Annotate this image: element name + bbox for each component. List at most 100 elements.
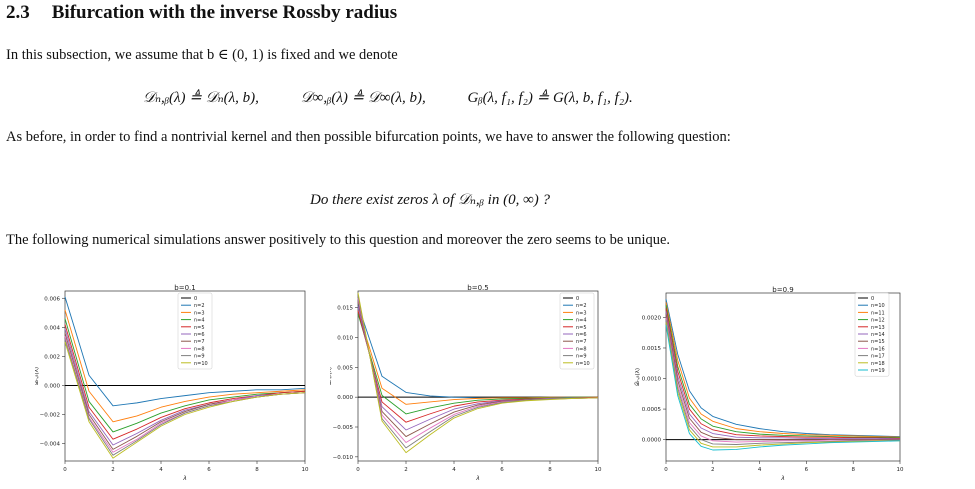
legend-label: n=5 [576, 325, 587, 331]
legend-label: n=9 [576, 354, 587, 360]
legend-label: n=10 [194, 361, 208, 367]
equation-definitions: 𝒟ₙ,ᵦ(λ) ≜ 𝒟ₙ(λ, b), 𝒟∞,ᵦ(λ) ≜ 𝒟∞(λ, b), … [143, 88, 633, 107]
legend-label: n=3 [576, 310, 587, 316]
series-line [357, 313, 598, 415]
y-axis-label: 𝒟ₙ,ᵦ(λ) [35, 367, 40, 385]
chart-title: b=0.1 [174, 284, 195, 292]
x-tick-label: 8 [255, 467, 259, 473]
legend-label: n=13 [871, 325, 885, 331]
x-axis-label: λ [182, 475, 187, 482]
series-line [665, 322, 900, 448]
chart-title: b=0.9 [772, 286, 793, 294]
eq-part-1: 𝒟ₙ,ᵦ(λ) ≜ 𝒟ₙ(λ, b), [143, 90, 259, 106]
paragraph-simulations: The following numerical simulations answ… [6, 232, 671, 248]
legend-label: n=4 [194, 318, 205, 324]
series-line [665, 308, 901, 439]
plot-b-0-5: b=0.5 0 2 4 6 8 10 0.015 0.010 0.005 0.000 −0.005 −0… [330, 284, 602, 482]
y-tick-label: −0.002 [40, 413, 60, 419]
x-tick-label: 6 [500, 467, 504, 473]
question-statement: Do there exist zeros λ of 𝒟ₙ,ᵦ in (0, ∞)… [310, 192, 551, 208]
series-line [665, 314, 900, 441]
y-axis-label: 𝒟ₙ,ᵦ(λ) [330, 367, 333, 385]
y-tick-label: 0.010 [337, 336, 353, 342]
x-tick-label: 8 [851, 467, 855, 473]
paragraph-question-lead: As before, in order to find a nontrivial… [6, 129, 731, 145]
series-line [665, 299, 901, 438]
y-tick-label: 0.015 [337, 306, 353, 312]
y-tick-label: 0.004 [44, 325, 60, 331]
y-tick-label: 0.002 [44, 354, 60, 360]
legend-label: n=14 [871, 332, 885, 338]
y-tick-label: 0.005 [337, 365, 353, 371]
series-line [665, 305, 901, 439]
legend-label: 0 [194, 296, 197, 302]
series-line [665, 317, 900, 443]
legend-label: n=8 [576, 346, 587, 352]
x-axis-label: λ [780, 475, 785, 482]
legend-label: n=10 [576, 361, 590, 367]
section-number: 2.3 [6, 2, 30, 23]
x-tick-label: 10 [302, 467, 309, 473]
x-tick-label: 4 [758, 467, 762, 473]
series-line [665, 311, 901, 440]
x-tick-label: 2 [711, 467, 715, 473]
legend-label: n=5 [194, 325, 205, 331]
legend-label: n=16 [871, 346, 885, 352]
axes-frame [357, 290, 599, 462]
legend-label: n=10 [871, 303, 885, 309]
y-tick-label: 0.0005 [642, 407, 662, 413]
series-line [64, 328, 306, 446]
y-tick-label: 0.000 [337, 395, 353, 401]
x-tick-label: 4 [452, 467, 456, 473]
x-axis-label: λ [475, 475, 480, 482]
series-line [64, 318, 306, 433]
y-tick-label: 0.0015 [642, 346, 662, 352]
series-line [357, 306, 598, 431]
eq-part-2: 𝒟∞,ᵦ(λ) ≜ 𝒟∞(λ, b), [300, 90, 426, 106]
plot-b-0-9: b=0.9 0 2 4 6 8 10 0.0020 0.0015 0.0010 0.0005 0.00… [635, 286, 904, 482]
legend-label: n=12 [871, 318, 885, 324]
y-tick-label: 0.000 [44, 383, 60, 389]
y-tick-label: −0.004 [40, 442, 61, 448]
y-tick-label: 0.006 [44, 296, 60, 302]
x-tick-label: 0 [664, 467, 668, 473]
series-line [357, 292, 599, 454]
legend-label: n=3 [194, 310, 205, 316]
x-tick-label: 6 [805, 467, 809, 473]
x-tick-label: 10 [897, 467, 904, 473]
legend-label: n=6 [194, 332, 205, 338]
x-tick-label: 0 [63, 467, 67, 473]
y-axis-label: 𝒟ₙ,ᵦ(λ) [635, 368, 641, 386]
legend-label: n=9 [194, 354, 205, 360]
legend-label: n=2 [576, 303, 587, 309]
series-line [665, 302, 901, 438]
legend-label: n=2 [194, 303, 205, 309]
legend-label: n=11 [871, 310, 885, 316]
legend-label: n=7 [576, 339, 587, 345]
y-tick-label: 0.0010 [642, 377, 662, 383]
x-tick-label: 0 [356, 467, 360, 473]
legend-label: n=17 [871, 354, 885, 360]
series-line [64, 324, 306, 440]
x-tick-label: 10 [595, 467, 602, 473]
series-line [665, 319, 901, 445]
x-tick-label: 2 [111, 467, 115, 473]
x-tick-label: 2 [404, 467, 408, 473]
x-tick-label: 8 [548, 467, 552, 473]
legend-label: n=7 [194, 339, 205, 345]
legend-label: 0 [576, 296, 579, 302]
section-heading: 2.3 Bifurcation with the inverse Rossby r… [6, 2, 397, 24]
eq-part-3: Gᵦ(λ, f₁, f₂) ≜ G(λ, b, f₁, f₂). [467, 90, 633, 106]
legend-label: n=19 [871, 368, 885, 374]
series-line [64, 309, 306, 423]
series-line [665, 324, 901, 451]
legend-label: n=18 [871, 361, 885, 367]
y-tick-label: 0.0020 [642, 315, 662, 321]
legend-label: n=4 [576, 318, 587, 324]
legend-label: n=8 [194, 346, 205, 352]
axes-frame [64, 290, 306, 462]
chart-title: b=0.5 [467, 284, 488, 292]
paragraph-intro: In this subsection, we assume that b ∈ (… [6, 47, 398, 63]
legend-label: 0 [871, 296, 874, 302]
series-line [64, 341, 306, 459]
